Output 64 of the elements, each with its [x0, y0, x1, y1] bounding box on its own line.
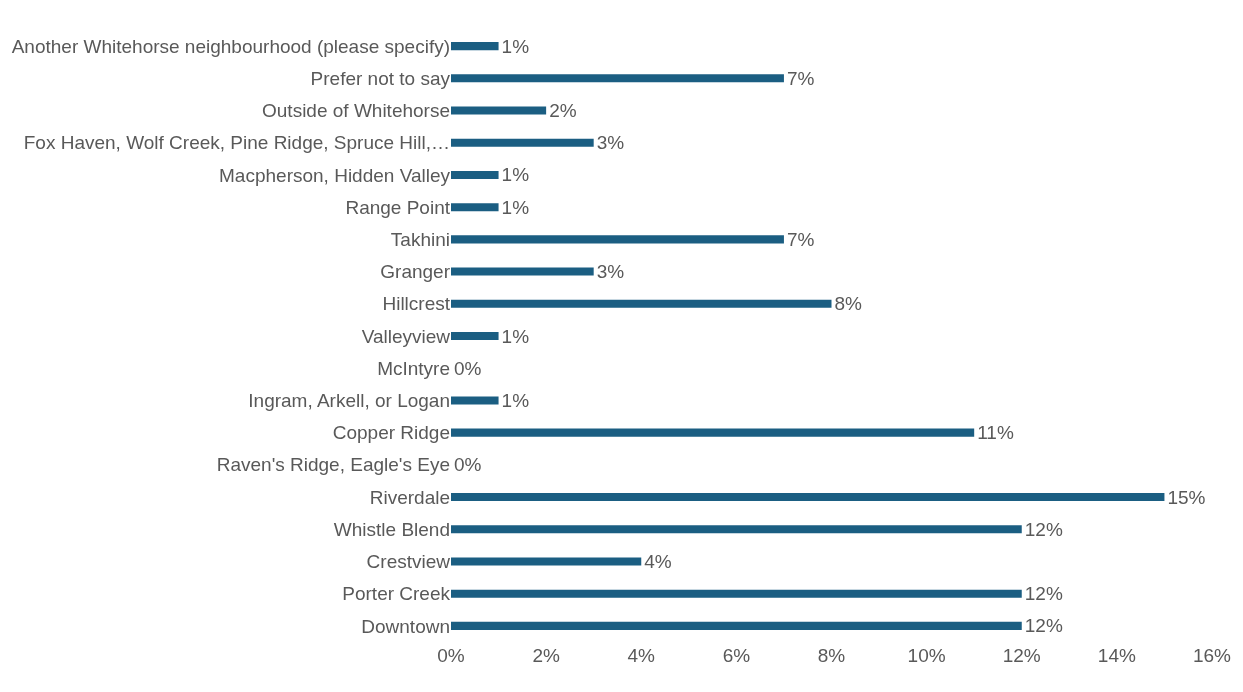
- bar: [451, 428, 975, 437]
- y-tick-label: Riverdale: [369, 486, 450, 508]
- x-tick-label: 14%: [1097, 645, 1136, 666]
- y-tick-label: Downtown: [361, 615, 450, 637]
- data-label: 3%: [596, 132, 625, 154]
- x-tick-label: 10%: [907, 645, 946, 666]
- bar: [451, 74, 784, 83]
- x-tick-label: 0%: [437, 645, 465, 666]
- y-tick-label: Porter Creek: [342, 583, 451, 605]
- x-tick-label: 8%: [817, 645, 846, 666]
- y-tick-label: Copper Ridge: [332, 422, 450, 444]
- bar: [451, 203, 499, 212]
- data-label: 15%: [1167, 486, 1206, 508]
- data-label: 1%: [501, 35, 530, 57]
- y-tick-label: Whistle Blend: [333, 518, 450, 540]
- data-label: 1%: [501, 325, 530, 347]
- y-tick-label: Fox Haven, Wolf Creek, Pine Ridge, Spruce Hill,…: [23, 132, 450, 154]
- y-tick-label: Another Whitehorse neighbourhood (please specify): [11, 35, 450, 57]
- x-tick-label: 2%: [532, 645, 560, 666]
- y-tick-label: Takhini: [390, 229, 450, 251]
- bar: [451, 138, 594, 147]
- data-label: 7%: [786, 67, 815, 89]
- bar: [451, 525, 1022, 534]
- data-label: 3%: [596, 261, 625, 283]
- y-tick-label: Macpherson, Hidden Valley: [219, 164, 451, 186]
- bar: [451, 493, 1165, 502]
- data-label: 4%: [644, 550, 672, 572]
- x-tick-label: 12%: [1002, 645, 1041, 666]
- data-label: 0%: [454, 357, 482, 379]
- bar: [451, 299, 832, 308]
- y-tick-label: Granger: [380, 261, 451, 283]
- bar: [451, 235, 784, 244]
- y-tick-label: Ingram, Arkell, or Logan: [248, 390, 450, 412]
- y-tick-label: Range Point: [345, 196, 451, 218]
- y-tick-label: Valleyview: [361, 325, 451, 347]
- data-label: 1%: [501, 389, 530, 411]
- bar: [451, 170, 499, 179]
- bar: [451, 267, 594, 276]
- bar: [451, 557, 642, 566]
- x-tick-label: 4%: [627, 645, 656, 666]
- y-tick-label: Hillcrest: [382, 293, 451, 315]
- bar: [451, 589, 1022, 598]
- data-label: 7%: [786, 228, 815, 250]
- y-tick-label: Crestview: [366, 551, 451, 573]
- y-tick-label: McIntyre: [377, 357, 450, 379]
- x-tick-label: 6%: [722, 645, 751, 666]
- data-label: 2%: [549, 100, 577, 122]
- bar: [451, 331, 499, 341]
- data-label: 12%: [1024, 615, 1063, 637]
- bar: [451, 106, 547, 115]
- x-tick-label: 16%: [1192, 645, 1232, 666]
- bar: [451, 42, 499, 51]
- bar: [451, 396, 499, 405]
- data-label: 12%: [1024, 583, 1063, 605]
- y-tick-label: Outside of Whitehorse: [262, 100, 450, 122]
- y-tick-label: Raven's Ridge, Eagle's Eye: [216, 454, 450, 476]
- data-label: 12%: [1024, 518, 1063, 540]
- data-label: 1%: [501, 196, 530, 218]
- bar: [451, 621, 1022, 630]
- data-label: 8%: [834, 293, 863, 315]
- data-label: 0%: [454, 454, 482, 476]
- data-label: 1%: [501, 164, 530, 186]
- data-label: 11%: [977, 422, 1014, 444]
- y-tick-label: Prefer not to say: [310, 67, 451, 89]
